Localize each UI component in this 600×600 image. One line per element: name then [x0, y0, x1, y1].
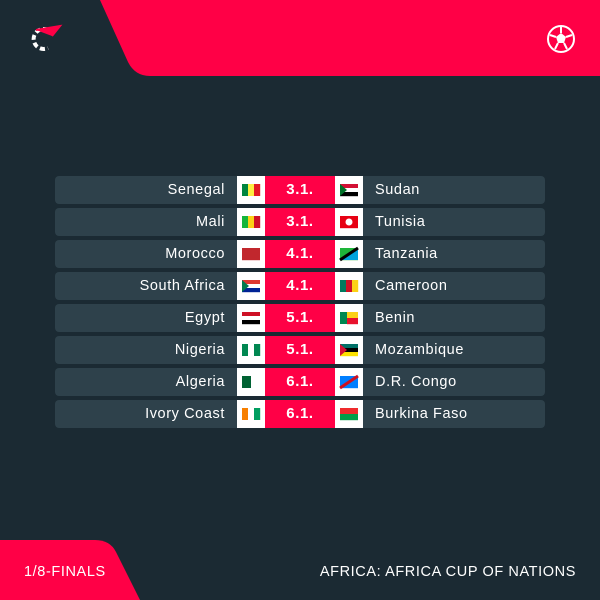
flag	[242, 184, 261, 196]
flag-stripe	[340, 188, 358, 193]
flag-stripe	[254, 344, 261, 356]
flag-band	[339, 374, 359, 390]
home-team: Algeria	[176, 374, 226, 390]
match-date: 5.1.	[286, 341, 313, 358]
flag	[242, 216, 261, 228]
date-cell	[265, 400, 335, 428]
home-team: Nigeria	[175, 342, 225, 358]
flag-triangle	[242, 280, 249, 292]
flag-stripe	[242, 344, 249, 356]
flag-triangle	[340, 344, 347, 356]
away-team: Sudan	[375, 182, 420, 198]
flag-stripe	[242, 248, 260, 261]
flag-stripe	[340, 184, 358, 189]
flag-stripe	[242, 312, 260, 317]
date-cell	[265, 304, 335, 332]
date-cell	[265, 240, 335, 268]
flag-stripe	[340, 348, 358, 353]
flag	[339, 246, 359, 262]
flag	[340, 312, 358, 325]
flag-stripe	[248, 344, 255, 356]
flag	[340, 184, 358, 197]
flag	[340, 216, 358, 229]
flag-stripe	[248, 408, 255, 420]
match-date: 6.1.	[286, 405, 313, 422]
away-team: Benin	[375, 310, 415, 326]
flag-stripe	[251, 376, 261, 388]
flag-stripe	[254, 408, 261, 420]
away-team: Burkina Faso	[375, 406, 468, 422]
flag	[242, 376, 261, 388]
flag	[340, 344, 358, 357]
away-team: Tunisia	[375, 214, 426, 230]
flag-stripe	[242, 280, 260, 285]
flag-stripe	[242, 184, 249, 196]
flag	[242, 248, 260, 261]
match-date: 4.1.	[286, 277, 313, 294]
logo	[31, 24, 63, 51]
flag-stripe	[347, 318, 358, 325]
match-date: 6.1.	[286, 373, 313, 390]
flag-stripe	[254, 184, 261, 196]
flag-stripe	[346, 280, 353, 292]
flag-stripe	[340, 408, 358, 415]
flag-stripe	[242, 316, 260, 321]
date-cell	[265, 176, 335, 204]
flag	[340, 280, 359, 292]
flag-stripe	[242, 320, 260, 325]
flag	[242, 344, 261, 356]
flag-stripe	[248, 216, 255, 228]
ball-icon	[547, 25, 575, 53]
away-team: D.R. Congo	[375, 374, 457, 390]
flag	[340, 408, 358, 421]
home-team: Ivory Coast	[145, 406, 225, 422]
flag-stripe	[352, 280, 359, 292]
flag-stripe	[242, 288, 260, 293]
flag-stripe	[242, 376, 252, 388]
competition-label: AFRICA: AFRICA CUP OF NATIONS	[320, 564, 576, 580]
match-date: 4.1.	[286, 245, 313, 262]
flag	[242, 280, 260, 293]
flag-stripe	[242, 408, 249, 420]
away-team: Mozambique	[375, 342, 464, 358]
home-team: Mali	[196, 214, 225, 230]
flag-circle	[345, 218, 353, 226]
round-label: 1/8-FINALS	[24, 564, 106, 580]
bottom-banner	[0, 540, 140, 600]
flag-stripe	[340, 280, 347, 292]
home-team: Morocco	[165, 246, 225, 262]
date-cell	[265, 208, 335, 236]
top-banner	[100, 0, 600, 76]
away-team: Tanzania	[375, 246, 438, 262]
date-cell	[265, 336, 335, 364]
flag	[339, 374, 359, 390]
flag-stripe	[347, 312, 358, 319]
match-date: 5.1.	[286, 309, 313, 326]
date-cell	[265, 272, 335, 300]
match-date: 3.1.	[286, 213, 313, 230]
flag	[242, 312, 260, 325]
flag	[242, 408, 261, 420]
flag-stripe	[242, 284, 260, 289]
flag-stripe	[340, 312, 347, 324]
away-team: Cameroon	[375, 278, 448, 294]
home-team: South Africa	[140, 278, 226, 294]
home-team: Senegal	[168, 182, 225, 198]
home-team: Egypt	[185, 310, 225, 326]
flag-stripe	[340, 352, 358, 357]
match-date: 3.1.	[286, 181, 313, 198]
flag-stripe	[340, 414, 358, 421]
flag-stripe	[248, 184, 255, 196]
flag-stripe	[340, 192, 358, 197]
flag-stripe	[242, 216, 249, 228]
date-cell	[265, 368, 335, 396]
flag-stripe	[340, 344, 358, 349]
flag-band	[339, 246, 359, 262]
flag-triangle	[340, 184, 347, 196]
flag-stripe	[254, 216, 261, 228]
